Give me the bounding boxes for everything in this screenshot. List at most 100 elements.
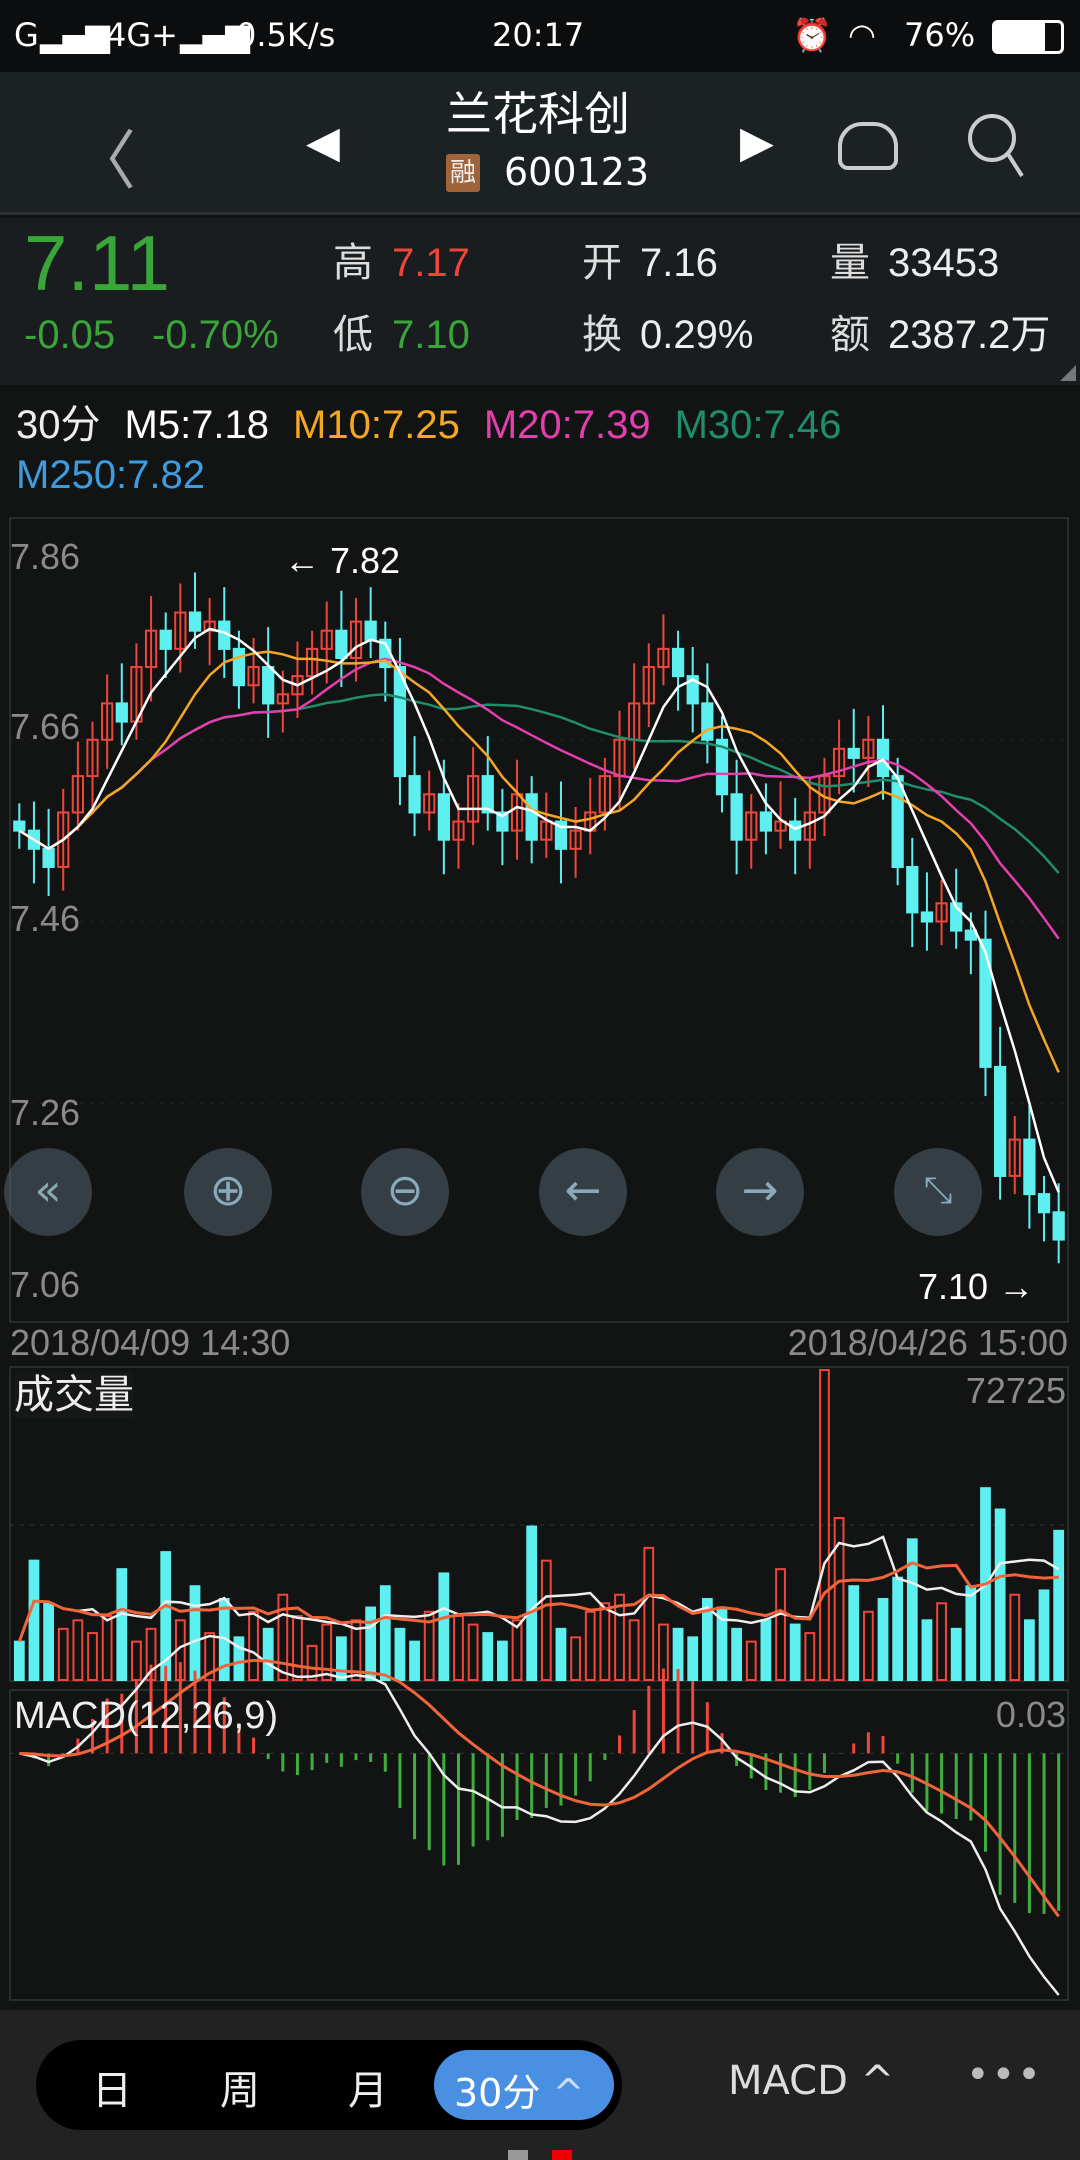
volume-bar [877,1598,889,1682]
volume-ma5-line [18,1535,1060,1643]
last-price: 7.11 [24,219,171,307]
double-chevron-left-icon: « [34,1165,62,1216]
volume-bar [731,1627,743,1681]
ma-legend: 30分 M5:7.18 M10:7.25 M20:7.39 M30:7.46 M250:7… [16,400,1076,500]
fullscreen-icon: ⤡ [923,1170,953,1211]
y-tick: 7.86 [10,536,81,577]
back-icon[interactable]: 〈 [72,125,136,199]
high-value: 7.17 [392,241,470,285]
y-tick: 7.46 [10,898,81,939]
volume-bar [1009,1593,1021,1681]
candle-down [920,911,934,923]
candle-down [437,793,450,841]
candle-down [876,738,890,778]
wifi-icon: ◠ [848,16,876,54]
price-change: -0.05 [24,313,116,357]
zoom-in-icon: ⊕ [209,1165,247,1216]
open-value: 7.16 [640,241,718,285]
battery-icon [992,20,1064,54]
candle-down [115,702,128,723]
volume-bar [555,1627,567,1681]
zoom-in-button[interactable]: ⊕ [184,1148,272,1236]
alarm-icon: ⏰ [792,16,832,54]
volume-bar [43,1602,54,1681]
turnover-label: 换 [582,313,622,357]
candle-up [642,666,655,705]
battery-label: 76% [904,16,976,54]
volume-bar [87,1632,98,1682]
candle-down [496,811,509,832]
volume-bar [248,1610,259,1681]
volume-bar [570,1636,581,1681]
volume-bar [950,1627,962,1681]
candle-up [57,811,70,868]
low-label: 低 [333,313,373,357]
candle-up [540,820,553,841]
stock-name: 兰花科创 [446,87,630,141]
tab-week[interactable]: 周 [220,2068,260,2114]
volume-bar [643,1546,655,1682]
robot-icon[interactable] [838,122,898,170]
jump-start-button[interactable]: « [4,1148,92,1236]
volume-bar [116,1568,128,1681]
tab-day[interactable]: 日 [92,2068,132,2114]
volume-bar [921,1619,933,1681]
scroll-left-button[interactable]: ← [539,1148,627,1236]
volume-bar [57,1627,69,1681]
arrow-left-icon: ← [564,1165,602,1216]
candle-up [569,829,582,850]
status-bar: G ▂▄▆ 4G+ ▂▄▆ 0.5K/s 20:17 ⏰ ◠ 76% [0,0,1080,72]
more-icon[interactable]: ••• [966,2052,1043,2098]
expand-corner-icon[interactable] [1060,365,1076,381]
fullscreen-button[interactable]: ⤡ [894,1148,982,1236]
candle-down [554,820,568,850]
volume-bar [701,1598,713,1682]
prev-stock-icon[interactable]: ◀ [306,117,340,168]
candle-down [950,902,963,932]
macd-panel-frame [9,1689,1069,2001]
candle-down [262,666,275,705]
volume-bar [745,1640,757,1682]
zoom-out-button[interactable]: ⊖ [361,1148,449,1236]
end-date-label: 2018/04/26 15:00 [787,1322,1068,1363]
volume-bar [409,1640,420,1682]
volume-label: 量 [830,241,870,285]
turnover-value: 0.29% [640,313,754,357]
volume-bar [994,1508,1006,1681]
macd-max-label: 0.03 [995,1694,1066,1735]
zoom-out-icon: ⊖ [386,1165,424,1216]
candle-down [1052,1211,1065,1241]
tab-month[interactable]: 月 [348,2068,388,2114]
high-label: 高 [333,241,373,285]
volume-value: 33453 [888,241,1000,285]
candle-up [71,775,84,814]
volume-max-label: 72725 [965,1370,1066,1411]
volume-bar [1024,1619,1035,1681]
candle-down [994,1065,1007,1177]
max-price-label: 7.82 [330,540,401,581]
candle-up [174,611,187,650]
scroll-right-button[interactable]: → [716,1148,804,1236]
tab-30min[interactable]: 30分 ^ [434,2050,614,2120]
next-stock-icon[interactable]: ▶ [740,117,774,168]
volume-bar [13,1640,25,1682]
candle-down [979,938,992,1068]
chevron-up-icon: ^ [552,2071,585,2115]
candle-down [759,811,773,832]
candle-down [891,775,904,868]
volume-bar [599,1602,611,1681]
price-change-pct: -0.70% [152,313,279,357]
indicator-selector[interactable]: MACD ^ [728,2058,894,2104]
candle-down [906,865,919,914]
y-tick: 7.06 [10,1264,81,1305]
candle-up [452,820,465,841]
candle-down [335,629,348,659]
volume-title: 成交量 [14,1372,134,1418]
search-icon[interactable] [966,112,1026,182]
signal-icon: ▂▄▆ [40,16,110,54]
candle-down [364,620,377,641]
chevron-up-icon: ^ [860,2058,895,2104]
page-indicator [508,2150,528,2160]
candle-up [745,811,758,841]
